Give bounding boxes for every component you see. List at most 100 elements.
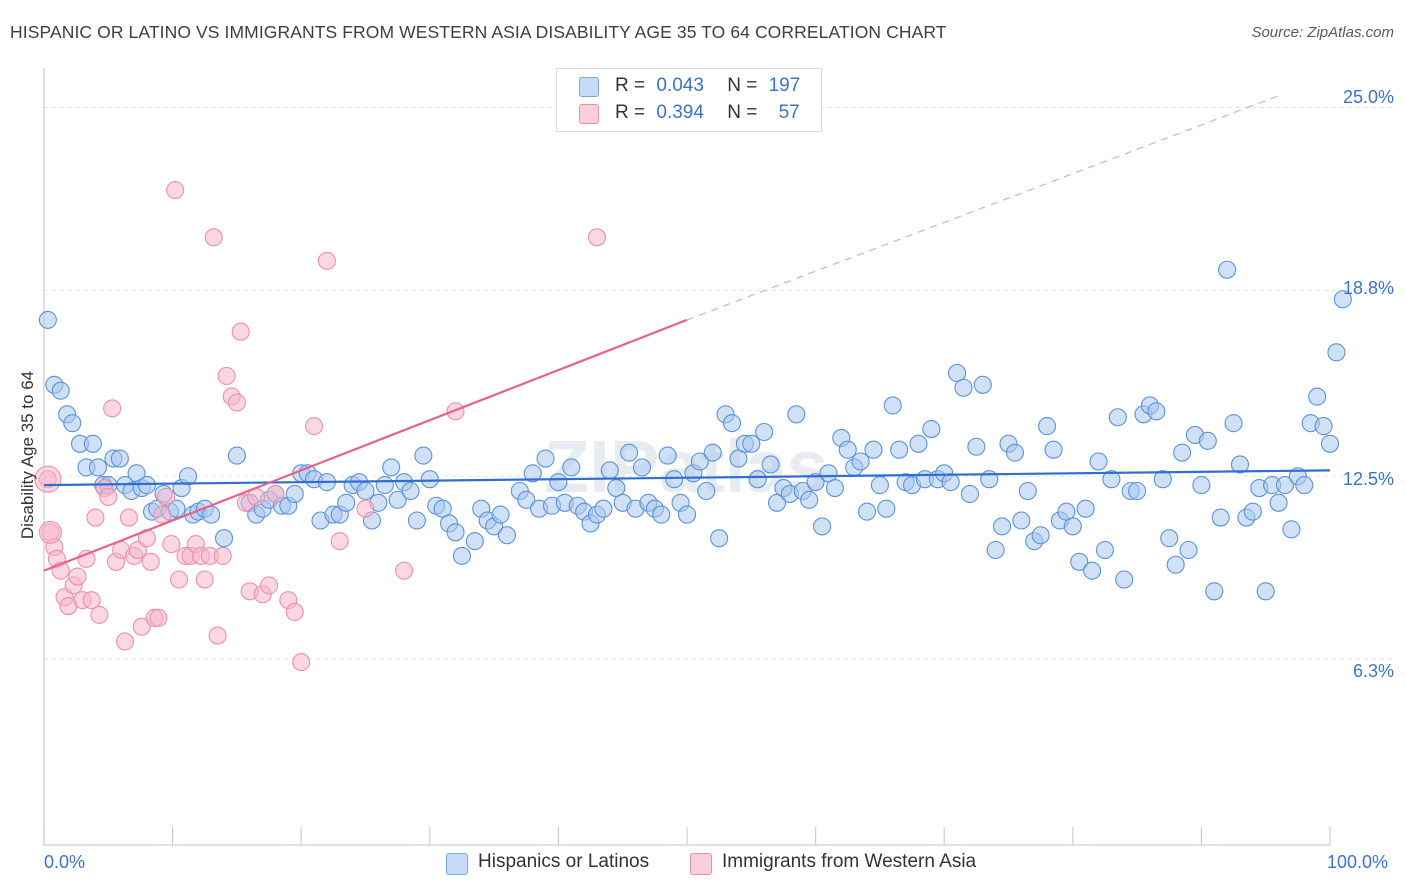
hispanic-point [414,446,433,465]
hispanic-point [710,529,729,548]
western-asia-point [86,508,105,527]
hispanic-point [1005,443,1024,462]
hispanic-point [973,375,992,394]
source-label: Source: ZipAtlas.com [1251,24,1394,41]
hispanic-point [954,378,973,397]
hispanic-point [337,493,356,512]
western-asia-point [157,487,176,506]
western-asia-point [292,653,311,672]
hispanic-point [137,476,156,495]
r-value: 0.394 [656,102,704,123]
hispanic-point [909,434,928,453]
western-asia-point [356,499,375,518]
hispanic-point [1012,511,1031,530]
hispanic-point [632,458,652,477]
western-asia-point [395,561,414,580]
hispanic-point [665,470,684,489]
hispanic-point [1044,440,1063,459]
western-asia-point [305,417,324,436]
hispanic-point [375,476,394,495]
hispanic-point [941,473,960,492]
trend-line-western-asia-extension [686,95,1279,321]
hispanic-point [1089,452,1108,471]
hispanic-point [703,443,722,462]
western-asia-point [103,399,122,418]
western-asia-point [227,393,246,412]
hispanic-point [446,523,465,542]
n-value: 197 [768,75,801,96]
hispanic-point [110,449,129,468]
western-asia-point [285,602,304,622]
x-tick-label-min: 0.0% [44,852,86,872]
hispanic-point [1192,476,1211,495]
legend-swatch-blue [579,77,599,97]
western-asia-point [141,552,160,571]
hispanic-point [800,490,819,509]
hispanic-point [401,481,420,501]
western-asia-point [99,487,118,506]
western-asia-point [90,605,109,624]
hispanic-point [838,440,857,459]
hispanic-point [63,414,82,433]
legend-swatch-pink [579,104,599,124]
hispanic-point [1108,408,1127,427]
western-asia-point [153,505,172,524]
western-asia-point-large [38,520,62,544]
hispanic-point [497,526,517,545]
hispanic-point [787,405,806,424]
western-asia-point [204,228,223,247]
hispanic-point [986,540,1005,560]
hispanic-point [825,478,844,498]
hispanic-point [1269,493,1288,512]
western-asia-point [132,617,151,636]
hispanic-point [1224,414,1243,433]
n-value: 57 [778,102,800,123]
hispanic-point [1256,582,1275,601]
hispanic-point [285,484,304,504]
western-asia-point [166,181,185,200]
hispanic-point [178,467,198,486]
n-label: N = [727,75,758,96]
hispanic-point [877,499,896,518]
hispanic-point [1095,540,1114,560]
r-value: 0.043 [656,75,704,96]
r-label: R = [615,75,646,96]
western-asia-point [330,532,349,551]
western-asia-point [231,322,250,341]
hispanic-point [1076,499,1095,518]
hispanic-point [1018,481,1037,501]
hispanic-point [1115,570,1134,589]
western-asia-point [587,228,607,247]
western-asia-point [68,567,87,586]
hispanic-point [883,396,902,415]
hispanic-point [1211,508,1230,527]
hispanic-point [1327,343,1346,362]
correlation-legend: R = 0.043 N = 197 R = 0.394 N = 57 [556,68,822,132]
hispanic-point [491,505,510,524]
hispanic-point [517,490,536,509]
hispanic-point [742,434,761,453]
hispanic-point [83,434,102,453]
hispanic-point [452,546,472,565]
hispanic-point [38,310,57,329]
hispanic-point [620,443,639,462]
trend-line-western-asia [43,318,688,572]
hispanic-point [227,446,246,465]
western-asia-point [217,366,236,386]
legend-swatch-blue [446,853,468,875]
hispanic-point [382,458,401,477]
grid-layer [44,107,1395,660]
legend-label-hispanics: Hispanics or Latinos [478,851,650,872]
western-asia-point-large [34,465,62,493]
western-asia-point [115,632,135,651]
y-axis-label: Disability Age 35 to 64 [18,370,37,540]
hispanic-point [1031,526,1050,545]
hispanic-point [536,449,555,468]
hispanic-point [806,473,825,492]
legend-label-western-asia: Immigrants from Western Asia [722,851,977,872]
hispanic-point [922,419,941,439]
hispanic-point [1083,561,1102,580]
hispanic-point [1333,290,1352,309]
western-asia-point [195,570,214,589]
